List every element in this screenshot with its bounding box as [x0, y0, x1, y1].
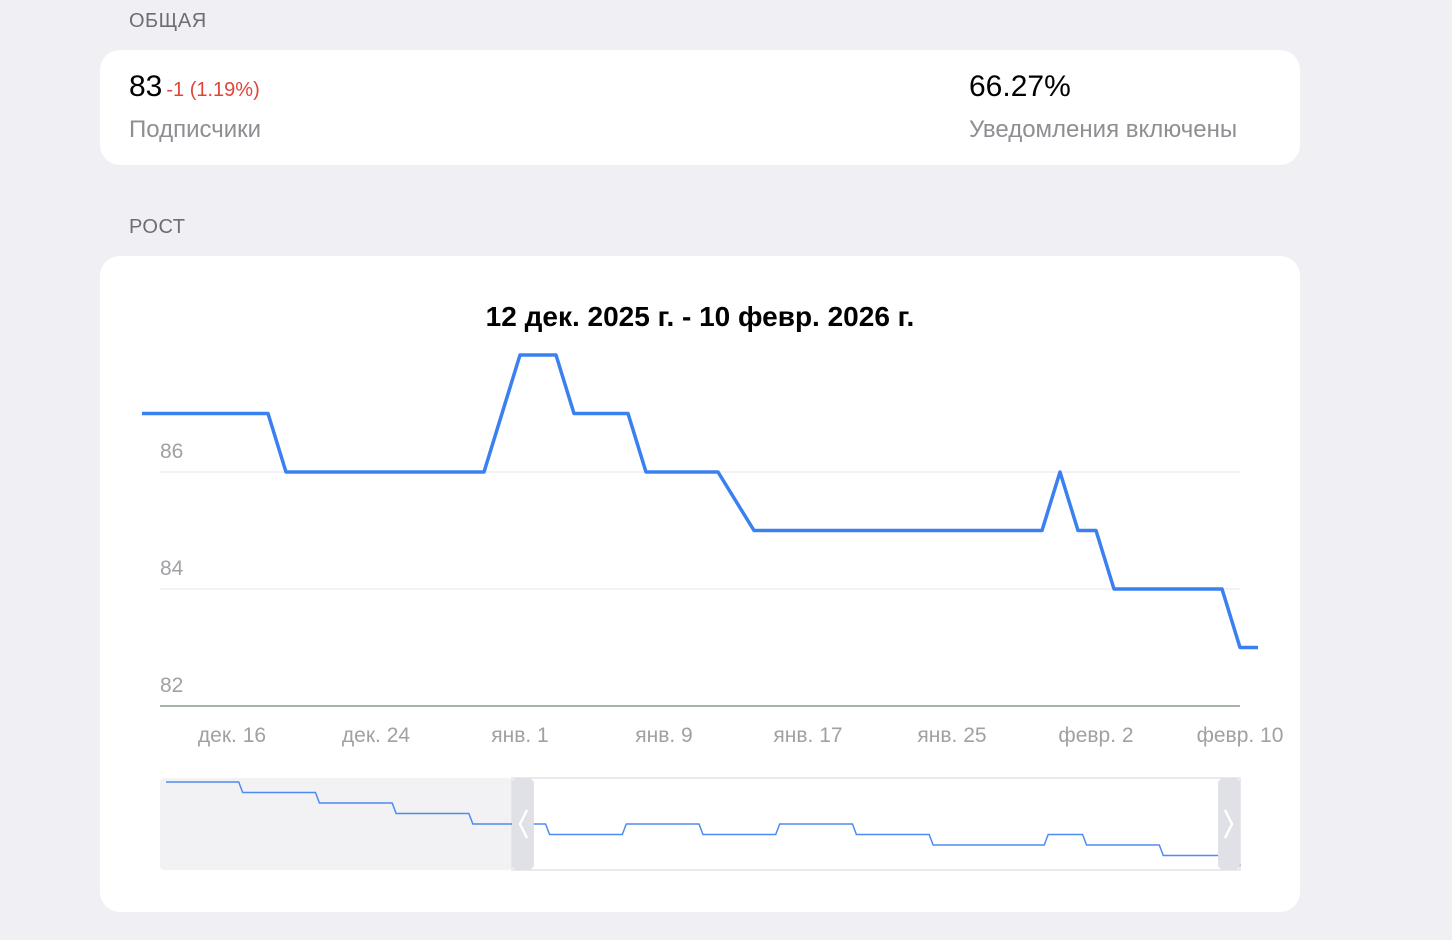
x-tick-label: дек. 24 — [342, 724, 410, 747]
x-tick-label: янв. 9 — [635, 724, 692, 747]
subscribers-value: 83 — [129, 70, 163, 103]
subscribers-stat: 83 -1 (1.19%) Подписчики — [129, 70, 261, 144]
x-tick-label: февр. 2 — [1058, 724, 1133, 747]
growth-chart: 12 дек. 2025 г. - 10 февр. 2026 г. 82 84 86… — [142, 301, 1284, 871]
growth-section-title: РОСТ — [129, 216, 186, 238]
x-tick-label: янв. 25 — [917, 724, 986, 747]
navigator-unselected-area — [160, 778, 512, 870]
x-tick-label: февр. 10 — [1197, 724, 1284, 747]
chevron-left-icon — [518, 809, 529, 839]
navigator-right-handle[interactable] — [1218, 778, 1240, 870]
notifications-stat: 66.27% Уведомления включены — [969, 70, 1237, 144]
navigator-series-line — [166, 781, 1241, 867]
x-tick-label: янв. 1 — [491, 724, 548, 747]
navigator-left-handle[interactable] — [512, 778, 534, 870]
notifications-value: 66.27% — [969, 70, 1071, 103]
x-tick-label: дек. 16 — [198, 724, 266, 747]
y-tick-label: 86 — [160, 440, 183, 463]
y-tick-label: 84 — [160, 557, 184, 580]
y-tick-label: 82 — [160, 674, 183, 697]
notifications-label: Уведомления включены — [969, 116, 1238, 143]
subscribers-delta: -1 (1.19%) — [166, 79, 260, 101]
chart-title: 12 дек. 2025 г. - 10 февр. 2026 г. — [486, 301, 915, 332]
series-line — [142, 353, 1258, 650]
subscribers-label: Подписчики — [129, 116, 262, 143]
general-section-title: ОБЩАЯ — [129, 10, 207, 32]
x-tick-label: янв. 17 — [773, 724, 842, 747]
growth-chart-card: 12 дек. 2025 г. - 10 февр. 2026 г. 82 84 86… — [100, 256, 1300, 912]
general-stats-card: 83 -1 (1.19%) Подписчики 66.27% Уведомлен… — [100, 50, 1300, 165]
chevron-right-icon — [1223, 809, 1234, 839]
navigator-selected-window[interactable] — [511, 777, 1241, 871]
